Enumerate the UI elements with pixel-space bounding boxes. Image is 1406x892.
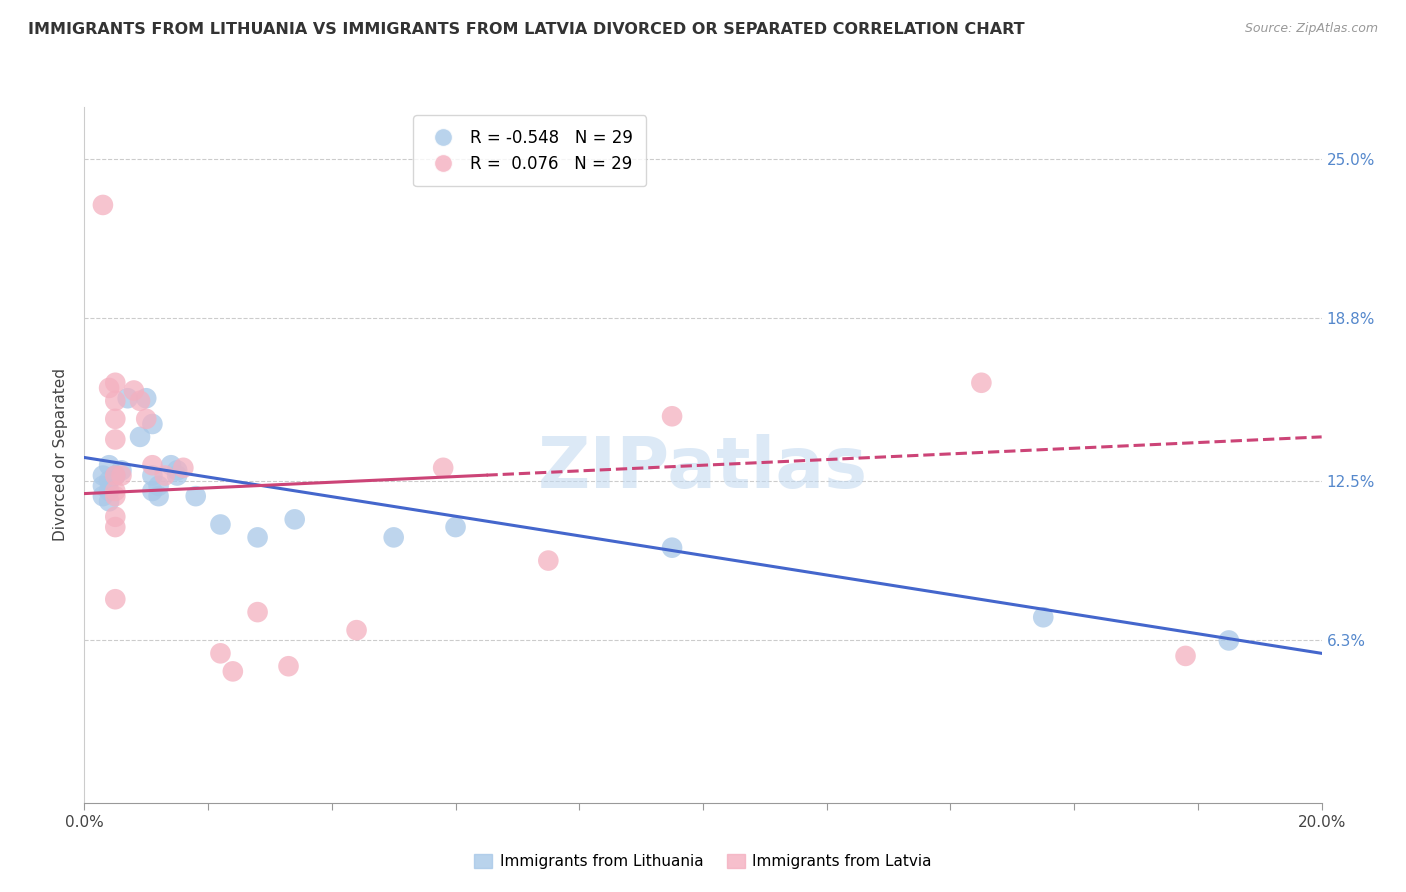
Point	[160, 458, 183, 473]
Legend: R = -0.548   N = 29, R =  0.076   N = 29: R = -0.548 N = 29, R = 0.076 N = 29	[413, 115, 647, 186]
Point	[382, 530, 405, 544]
Point	[246, 530, 269, 544]
Point	[104, 393, 127, 408]
Point	[98, 381, 121, 395]
Point	[284, 512, 307, 526]
Point	[129, 393, 152, 408]
Point	[153, 468, 176, 483]
Point	[148, 479, 170, 493]
Point	[135, 391, 157, 405]
Point	[346, 623, 368, 637]
Point	[444, 520, 467, 534]
Point	[1218, 633, 1240, 648]
Point	[104, 520, 127, 534]
Point	[104, 489, 127, 503]
Y-axis label: Divorced or Separated: Divorced or Separated	[53, 368, 69, 541]
Point	[246, 605, 269, 619]
Point	[141, 458, 163, 473]
Point	[141, 417, 163, 431]
Text: IMMIGRANTS FROM LITHUANIA VS IMMIGRANTS FROM LATVIA DIVORCED OR SEPARATED CORREL: IMMIGRANTS FROM LITHUANIA VS IMMIGRANTS …	[28, 22, 1025, 37]
Point	[537, 553, 560, 567]
Point	[104, 509, 127, 524]
Point	[91, 468, 114, 483]
Point	[122, 384, 145, 398]
Legend: Immigrants from Lithuania, Immigrants from Latvia: Immigrants from Lithuania, Immigrants fr…	[468, 848, 938, 875]
Point	[432, 460, 454, 475]
Point	[104, 483, 127, 498]
Point	[661, 409, 683, 424]
Point	[91, 198, 114, 212]
Text: ZIPatlas: ZIPatlas	[538, 434, 868, 503]
Point	[135, 412, 157, 426]
Point	[166, 463, 188, 477]
Point	[661, 541, 683, 555]
Point	[277, 659, 299, 673]
Point	[91, 479, 114, 493]
Point	[1032, 610, 1054, 624]
Point	[117, 391, 139, 405]
Point	[104, 376, 127, 390]
Point	[970, 376, 993, 390]
Point	[104, 433, 127, 447]
Point	[98, 483, 121, 498]
Point	[98, 494, 121, 508]
Point	[91, 489, 114, 503]
Point	[98, 458, 121, 473]
Point	[209, 517, 232, 532]
Point	[129, 430, 152, 444]
Point	[104, 592, 127, 607]
Point	[110, 468, 132, 483]
Point	[110, 463, 132, 477]
Point	[148, 489, 170, 503]
Point	[184, 489, 207, 503]
Point	[98, 474, 121, 488]
Point	[104, 468, 127, 483]
Point	[104, 412, 127, 426]
Point	[141, 483, 163, 498]
Point	[222, 665, 245, 679]
Point	[1174, 648, 1197, 663]
Point	[104, 468, 127, 483]
Point	[209, 646, 232, 660]
Point	[141, 468, 163, 483]
Point	[172, 460, 194, 475]
Point	[166, 468, 188, 483]
Text: Source: ZipAtlas.com: Source: ZipAtlas.com	[1244, 22, 1378, 36]
